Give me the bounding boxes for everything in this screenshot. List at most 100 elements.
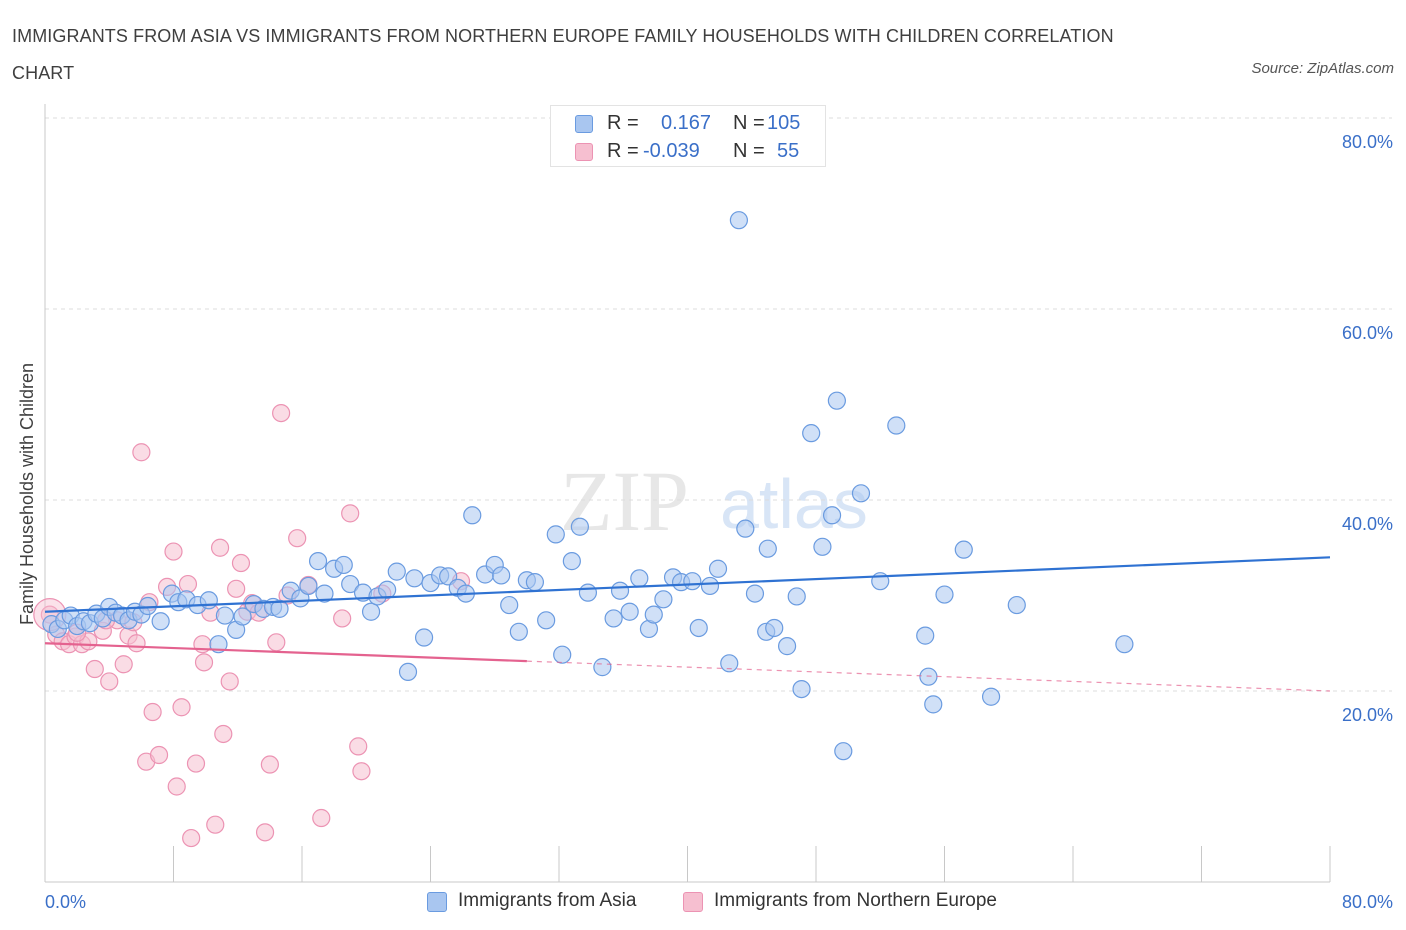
data-point-asia <box>813 537 832 556</box>
data-point-asia <box>1115 635 1134 654</box>
data-point-asia <box>916 626 935 645</box>
data-point-asia <box>361 602 381 621</box>
tick-labels: 20.0% 40.0% 60.0% 80.0% 0.0% 80.0% <box>45 132 1393 912</box>
y-tick-label: 40.0% <box>1342 514 1393 534</box>
data-point-asia <box>270 599 289 618</box>
data-point-northern-europe <box>132 443 151 462</box>
data-point-northern-europe <box>114 655 133 674</box>
data-point-northern-europe <box>333 609 352 628</box>
data-point-asia <box>792 679 811 699</box>
data-point-northern-europe <box>349 737 368 756</box>
data-point-asia <box>787 587 806 606</box>
data-point-asia <box>822 506 842 525</box>
bottom-legend-label-asia: Immigrants from Asia <box>458 890 637 911</box>
data-point-northern-europe <box>231 553 251 573</box>
data-point-asia <box>151 612 170 631</box>
data-point-asia <box>935 585 954 604</box>
data-point-asia <box>802 424 821 443</box>
data-point-northern-europe <box>127 634 146 653</box>
data-point-asia <box>1007 595 1026 615</box>
data-point-asia <box>138 596 157 616</box>
data-point-northern-europe <box>186 754 206 773</box>
data-point-asia <box>654 590 673 609</box>
data-point-northern-europe <box>341 504 360 523</box>
y-axis-title: Family Households with Children <box>17 363 37 625</box>
data-point-asia <box>500 595 519 615</box>
data-point-asia <box>414 628 434 647</box>
y-tick-label: 80.0% <box>1342 132 1393 152</box>
data-point-asia <box>736 519 755 538</box>
data-point-northern-europe <box>220 672 239 691</box>
data-point-asia <box>334 555 353 575</box>
legend-n-label: N = <box>733 140 765 162</box>
data-point-northern-europe <box>149 745 169 765</box>
data-point-northern-europe <box>352 762 371 781</box>
x-tick-label: 0.0% <box>45 892 86 912</box>
y-tick-label: 20.0% <box>1342 705 1393 725</box>
bottom-legend-label-europe: Immigrants from Northern Europe <box>714 890 997 911</box>
data-point-northern-europe <box>272 403 291 423</box>
data-point-asia <box>777 637 797 656</box>
data-point-asia <box>387 562 406 581</box>
data-point-asia <box>954 540 973 559</box>
data-point-asia <box>553 645 572 664</box>
data-point-northern-europe <box>312 808 331 828</box>
legend-swatch-asia <box>575 115 593 133</box>
data-point-northern-europe <box>164 542 183 561</box>
legend-r-label: R = <box>607 140 639 162</box>
data-point-asia <box>405 569 424 588</box>
data-point-asia <box>689 618 708 638</box>
data-point-northern-europe <box>172 698 191 717</box>
data-point-asia <box>593 658 612 677</box>
data-point-asia <box>570 517 589 536</box>
data-point-asia <box>537 611 556 630</box>
data-point-asia <box>729 211 749 230</box>
data-point-asia <box>834 742 853 761</box>
data-point-asia <box>924 695 943 714</box>
data-point-asia <box>981 687 1001 706</box>
data-point-asia <box>341 574 360 594</box>
bottom-legend-swatch-asia <box>427 892 447 912</box>
data-point-northern-europe <box>206 815 225 834</box>
data-point-northern-europe <box>227 579 246 598</box>
source-label: Source: ZipAtlas.com <box>1251 60 1394 77</box>
data-point-northern-europe <box>214 724 233 744</box>
data-point-asia <box>562 552 581 571</box>
data-point-asia <box>233 607 252 626</box>
trend-lines <box>44 556 1331 692</box>
data-point-asia <box>299 576 318 596</box>
trend-line-northern-europe <box>44 642 527 663</box>
data-point-northern-europe <box>178 574 198 594</box>
data-point-asia <box>683 572 702 591</box>
y-tick-label: 60.0% <box>1342 323 1393 343</box>
trend-line-asia <box>44 556 1331 613</box>
legend-r-value: -0.039 <box>643 140 700 162</box>
correlation-legend: R = 0.167 N = 105 R = -0.039 N = 55 <box>550 105 826 167</box>
bottom-legend-swatch-europe <box>683 892 703 912</box>
trend-line-northern-europe-extrapolated <box>526 660 1331 692</box>
data-point-asia <box>765 618 784 638</box>
legend-n-value: 105 <box>767 112 801 134</box>
data-point-asia <box>308 552 328 571</box>
data-point-asia <box>851 484 871 503</box>
data-point-asia <box>492 566 511 585</box>
data-point-northern-europe <box>182 828 201 848</box>
data-point-northern-europe <box>267 633 286 652</box>
x-tick-label: 80.0% <box>1342 892 1393 912</box>
legend-n-value: 55 <box>777 140 800 162</box>
data-point-northern-europe <box>288 529 307 548</box>
legend-r-label: R = <box>607 112 639 134</box>
data-point-asia <box>509 622 528 641</box>
data-point-asia <box>644 605 663 624</box>
data-point-asia <box>758 539 777 558</box>
data-point-asia <box>620 602 639 621</box>
data-point-northern-europe <box>85 659 104 679</box>
data-point-asia <box>215 606 234 625</box>
data-point-asia <box>610 581 630 600</box>
data-point-northern-europe <box>210 538 230 557</box>
data-point-northern-europe <box>260 755 279 774</box>
data-point-northern-europe <box>143 702 162 722</box>
axes <box>44 104 1331 883</box>
legend-n-label: N = <box>733 112 765 134</box>
